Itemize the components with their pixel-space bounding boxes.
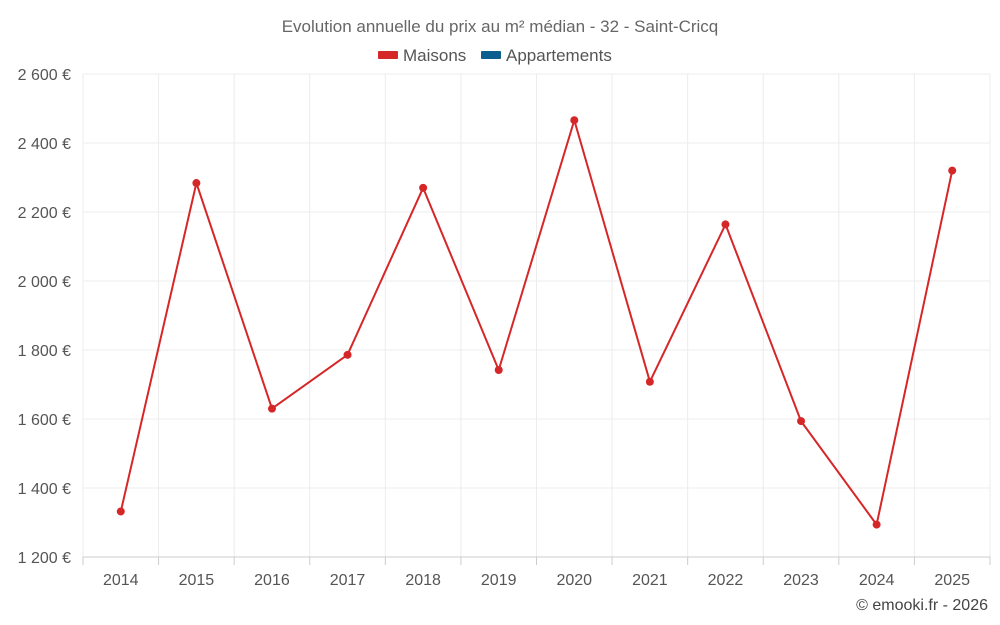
data-point[interactable] [570,116,579,125]
legend-item-maisons[interactable]: Maisons [378,46,466,65]
data-points [116,116,957,529]
x-tick-label: 2025 [934,572,970,589]
x-tick-label: 2022 [708,572,744,589]
legend-swatch-maisons [378,51,398,59]
x-tick-label: 2016 [254,572,290,589]
x-tick-label: 2021 [632,572,668,589]
series-line-maisons [119,119,954,526]
chart-title: Evolution annuelle du prix au m² médian … [282,17,719,36]
y-tick-label: 2 400 € [18,136,71,153]
data-point[interactable] [419,183,428,192]
grid [82,73,991,557]
y-tick-label: 2 200 € [18,205,71,222]
y-tick-label: 1 800 € [18,343,71,360]
data-point[interactable] [721,220,730,229]
legend-label-appartements: Appartements [506,46,612,65]
data-point[interactable] [116,507,125,516]
y-tick-label: 2 000 € [18,274,71,291]
data-point[interactable] [948,166,957,175]
x-tick-label: 2017 [330,572,366,589]
legend-item-appartements[interactable]: Appartements [481,46,612,65]
x-tick-label: 2015 [179,572,215,589]
data-point[interactable] [192,179,201,188]
x-tick-label: 2024 [859,572,895,589]
data-point[interactable] [645,377,654,386]
y-tick-label: 2 600 € [18,67,71,84]
y-tick-label: 1 600 € [18,412,71,429]
legend: Maisons Appartements [378,46,612,65]
x-tick-label: 2018 [405,572,441,589]
credit-text: © emooki.fr - 2026 [856,597,988,614]
x-tick-label: 2014 [103,572,139,589]
x-tick-label: 2023 [783,572,819,589]
series-lines [119,119,954,526]
x-axis: 2014 2015 2016 2017 2018 2019 2020 2021 2022 2023… [82,556,991,589]
legend-swatch-appartements [481,51,501,59]
legend-label-maisons: Maisons [403,46,466,65]
x-tick-label: 2020 [556,572,592,589]
data-point[interactable] [872,520,881,529]
data-point[interactable] [494,366,503,375]
y-axis: 1 200 € 1 400 € 1 600 € 1 800 € 2 000 € 2 200… [18,67,71,567]
y-tick-label: 1 400 € [18,481,71,498]
data-point[interactable] [343,350,352,359]
x-tick-label: 2019 [481,572,517,589]
data-point[interactable] [797,417,806,426]
data-point[interactable] [267,404,276,413]
y-tick-label: 1 200 € [18,550,71,567]
